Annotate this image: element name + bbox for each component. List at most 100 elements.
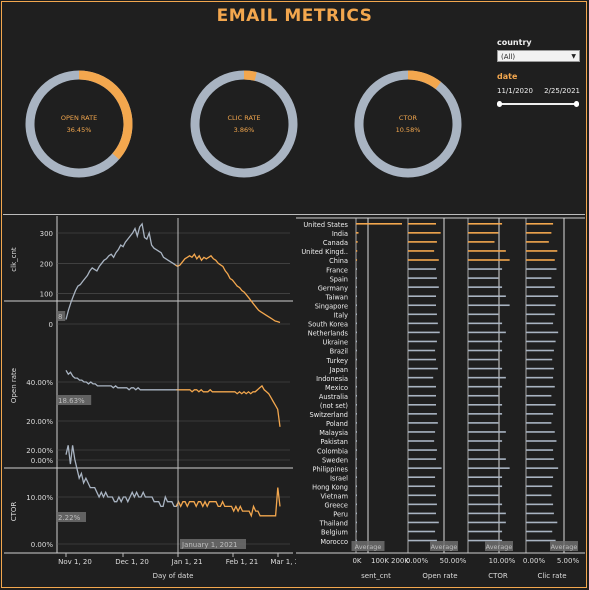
country-bar xyxy=(356,223,402,225)
country-label: Poland xyxy=(326,420,348,428)
kpi-label: OPEN RATE xyxy=(60,114,98,122)
country-label: Greece xyxy=(325,502,348,510)
x-tick-label: 100K xyxy=(371,557,389,565)
kpi-value: 10.58% xyxy=(395,126,421,134)
country-bar xyxy=(526,241,549,243)
country-bar xyxy=(526,286,555,288)
date-slider-end-handle[interactable] xyxy=(574,101,579,107)
country-label: Japan xyxy=(329,366,348,374)
country-bar xyxy=(526,404,556,406)
country-bar xyxy=(408,376,434,379)
series-line-before xyxy=(65,222,179,320)
country-bar xyxy=(526,413,554,415)
date-range: 11/1/2020 2/25/2021 xyxy=(497,87,580,95)
country-label: Israel xyxy=(330,474,348,482)
country-bar xyxy=(526,367,554,370)
country-select[interactable]: (All) ▼ xyxy=(497,50,580,62)
country-bar xyxy=(408,313,437,316)
country-bar xyxy=(468,340,503,343)
country-bar xyxy=(468,467,510,469)
country-bar xyxy=(468,313,499,316)
country-bar xyxy=(526,503,554,506)
country-bar xyxy=(356,503,357,506)
column-label: CTOR xyxy=(488,572,508,580)
country-bar xyxy=(408,286,439,288)
average-label-box xyxy=(550,541,578,551)
country-bar xyxy=(356,413,357,415)
country-label: United Kingd.. xyxy=(301,248,348,256)
average-label: Average xyxy=(486,543,513,551)
country-label: Indonesia xyxy=(316,375,348,383)
donut-value-arc xyxy=(25,70,133,178)
country-label: Taiwan xyxy=(325,293,348,301)
country-bar xyxy=(468,376,506,379)
kpi-open-rate-donut xyxy=(25,70,133,178)
country-bar xyxy=(468,241,495,243)
country-bar xyxy=(468,539,503,542)
x-tick-label: 5.00% xyxy=(557,557,580,565)
country-bar xyxy=(408,349,436,352)
date-slider[interactable] xyxy=(497,101,579,107)
y-tick-label: 40.00% xyxy=(26,379,53,387)
country-label: India xyxy=(332,230,348,238)
country-bar xyxy=(408,512,436,515)
country-label: Peru xyxy=(333,511,348,519)
country-bar xyxy=(526,304,556,307)
country-label: Philippines xyxy=(312,465,348,473)
country-bar xyxy=(356,476,357,478)
country-bar xyxy=(356,404,357,406)
x-tick-label: Jan 1, 21 xyxy=(171,558,203,566)
country-bar xyxy=(468,286,503,288)
country-bar xyxy=(468,503,503,506)
country-bar xyxy=(356,394,357,397)
country-bar xyxy=(356,304,357,307)
column-label: sent_cnt xyxy=(361,572,391,580)
country-bar xyxy=(408,413,437,415)
x-tick-label: 50.00% xyxy=(440,557,467,565)
country-label: Canada xyxy=(323,239,348,247)
country-label: Australia xyxy=(319,393,348,401)
y-axis-label: clk_cnt xyxy=(10,247,18,272)
average-label: 18.63% xyxy=(58,397,85,405)
country-bar xyxy=(408,422,438,424)
date-slider-start-handle[interactable] xyxy=(497,101,502,107)
country-bar xyxy=(468,232,499,234)
country-bar xyxy=(526,458,554,460)
country-bar xyxy=(526,358,553,361)
country-bar xyxy=(526,340,556,343)
series-line-after xyxy=(175,487,281,518)
country-bar xyxy=(356,358,357,361)
country-bar xyxy=(526,476,554,478)
date-filter-label: date xyxy=(497,72,518,81)
y-tick-label: 0.00% xyxy=(31,541,54,549)
country-bar xyxy=(526,485,553,488)
average-label: 2.22% xyxy=(58,514,81,522)
y-tick-label: 0 xyxy=(49,321,53,329)
country-bar xyxy=(356,259,358,261)
country-bar xyxy=(468,349,503,352)
country-bar xyxy=(356,322,357,325)
y-tick-label: 20.00% xyxy=(26,447,53,455)
country-bar xyxy=(408,385,436,388)
country-select-value: (All) xyxy=(501,53,516,61)
country-bar xyxy=(408,322,438,325)
country-bar xyxy=(468,458,506,460)
country-bar xyxy=(408,440,435,442)
country-bar xyxy=(408,250,435,252)
country-bar xyxy=(356,349,357,352)
country-bar xyxy=(468,413,503,415)
country-bar xyxy=(356,277,357,279)
country-bar xyxy=(408,467,442,469)
average-label: Average xyxy=(551,543,578,551)
country-bar xyxy=(526,322,554,325)
country-bar xyxy=(468,295,506,297)
country-bar xyxy=(526,539,556,542)
kpi-clic-rate: CLIC RATE 3.86% xyxy=(189,62,299,186)
country-bar xyxy=(408,539,437,542)
country-bar xyxy=(468,322,503,325)
kpi-value: 36.45% xyxy=(66,126,92,134)
country-bar xyxy=(526,385,555,388)
country-bar xyxy=(356,376,357,379)
country-bar xyxy=(356,367,357,370)
